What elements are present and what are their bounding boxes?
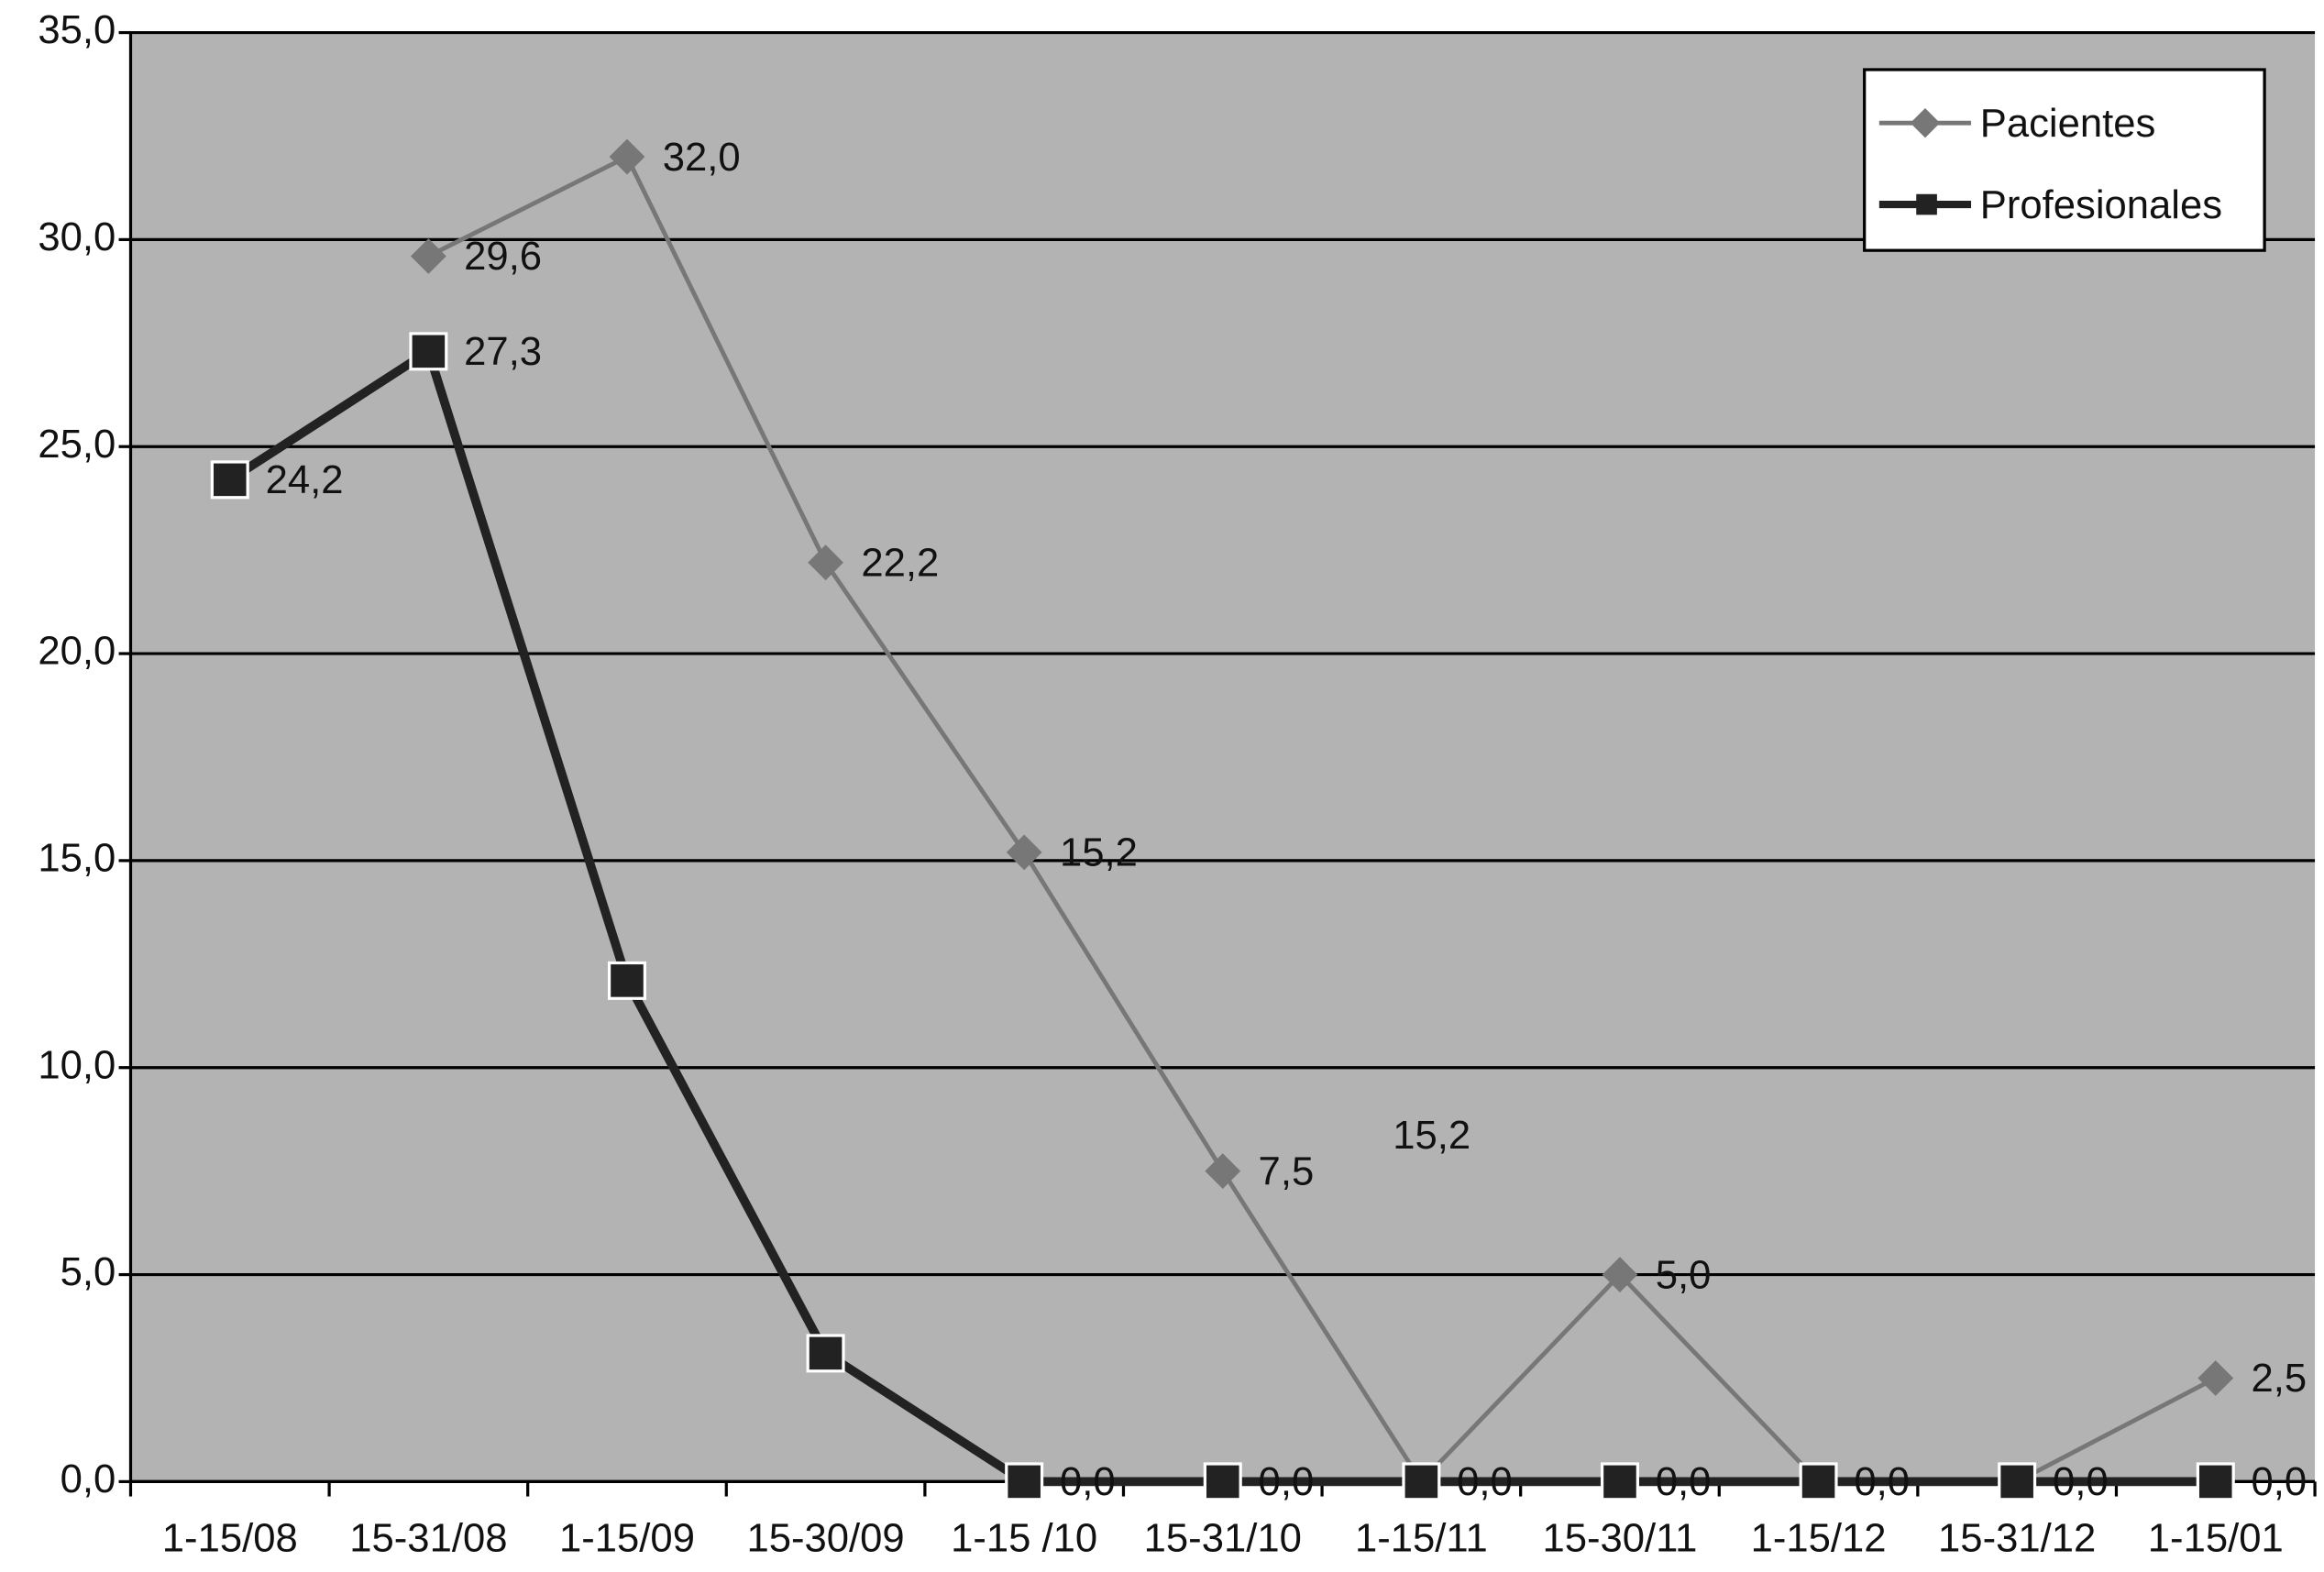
legend-marker <box>1916 193 1937 215</box>
marker <box>808 544 843 581</box>
y-tick-label: 30,0 <box>38 214 116 259</box>
data-label: 0,0 <box>2252 1459 2307 1504</box>
data-label: 15,2 <box>1060 830 1138 875</box>
annotation: 15,2 <box>1393 1113 1470 1158</box>
marker <box>1402 1462 1441 1501</box>
x-tick-label: 15-31/12 <box>1938 1516 2096 1561</box>
data-label: 0,0 <box>1060 1459 1116 1504</box>
marker <box>2197 1360 2234 1396</box>
data-label: 29,6 <box>464 234 542 279</box>
legend-marker <box>1910 107 1941 138</box>
x-tick-label: 15-30/09 <box>746 1516 904 1561</box>
x-tick-label: 15-31/08 <box>349 1516 507 1561</box>
marker <box>1799 1462 1838 1501</box>
marker <box>607 961 646 1000</box>
marker <box>1602 1257 1638 1292</box>
y-tick-label: 0,0 <box>61 1457 116 1501</box>
marker <box>1600 1462 1639 1501</box>
x-tick-label: 1-15/08 <box>162 1516 298 1561</box>
marker <box>609 138 645 175</box>
x-tick-label: 1-15/12 <box>1751 1516 1887 1561</box>
x-tick-label: 1-15/09 <box>559 1516 695 1561</box>
data-label: 27,3 <box>464 329 542 374</box>
plot-area <box>130 32 2316 1482</box>
x-tick-label: 15-30/11 <box>1542 1516 1697 1561</box>
y-tick-label: 5,0 <box>61 1249 116 1294</box>
marker <box>210 460 249 500</box>
x-tick-label: 1-15 /10 <box>951 1516 1097 1561</box>
marker <box>410 238 446 274</box>
marker <box>806 1334 845 1373</box>
marker <box>409 332 448 371</box>
data-label: 0,0 <box>1854 1459 1910 1504</box>
data-label: 2,5 <box>2252 1356 2307 1401</box>
data-label: 0,0 <box>1259 1459 1315 1504</box>
y-tick-label: 10,0 <box>38 1042 116 1087</box>
x-tick-label: 1-15/11 <box>1355 1516 1488 1561</box>
y-tick-label: 25,0 <box>38 422 116 467</box>
data-label: 0,0 <box>1457 1459 1513 1504</box>
data-label: 22,2 <box>861 540 939 585</box>
marker <box>1005 1462 1044 1501</box>
data-label: 24,2 <box>266 457 344 502</box>
y-tick-label: 15,0 <box>38 835 116 880</box>
marker <box>1998 1462 2037 1501</box>
legend <box>1863 68 2266 252</box>
data-label: 5,0 <box>1656 1252 1712 1297</box>
marker <box>2196 1462 2235 1501</box>
marker <box>1203 1462 1242 1501</box>
y-tick-label: 35,0 <box>38 7 116 52</box>
x-tick-label: 1-15/01 <box>2148 1516 2284 1561</box>
data-label: 0,0 <box>2053 1459 2109 1504</box>
y-tick-label: 20,0 <box>38 629 116 674</box>
data-label: 7,5 <box>1259 1149 1315 1193</box>
x-tick-label: 15-31/10 <box>1144 1516 1302 1561</box>
data-label: 0,0 <box>1656 1459 1712 1504</box>
legend-label: Pacientes <box>1980 101 2156 146</box>
legend-label: Profesionales <box>1980 182 2222 227</box>
data-label: 32,0 <box>663 135 741 180</box>
